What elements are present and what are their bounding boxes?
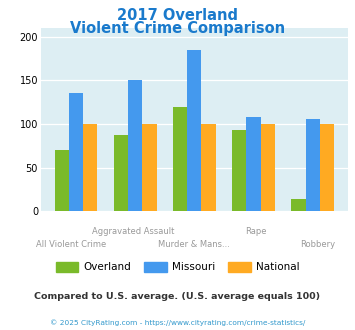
Text: Violent Crime Comparison: Violent Crime Comparison — [70, 21, 285, 36]
Bar — [173, 107, 187, 211]
Text: Rape: Rape — [245, 227, 267, 236]
Bar — [261, 124, 275, 211]
Bar — [142, 124, 157, 211]
Text: 2017 Overland: 2017 Overland — [117, 8, 238, 23]
Bar — [83, 124, 97, 211]
Bar — [291, 199, 306, 211]
Bar — [114, 135, 128, 211]
Text: Compared to U.S. average. (U.S. average equals 100): Compared to U.S. average. (U.S. average … — [34, 292, 321, 301]
Bar — [246, 117, 261, 211]
Text: © 2025 CityRating.com - https://www.cityrating.com/crime-statistics/: © 2025 CityRating.com - https://www.city… — [50, 319, 305, 326]
Bar — [128, 81, 142, 211]
Text: All Violent Crime: All Violent Crime — [37, 240, 106, 249]
Bar — [320, 124, 334, 211]
Bar — [306, 119, 320, 211]
Bar — [232, 130, 246, 211]
Text: Robbery: Robbery — [300, 240, 335, 249]
Legend: Overland, Missouri, National: Overland, Missouri, National — [51, 258, 304, 277]
Bar — [55, 150, 69, 211]
Text: Aggravated Assault: Aggravated Assault — [92, 227, 174, 236]
Bar — [187, 50, 201, 211]
Bar — [201, 124, 215, 211]
Text: Murder & Mans...: Murder & Mans... — [158, 240, 230, 249]
Bar — [69, 93, 83, 211]
